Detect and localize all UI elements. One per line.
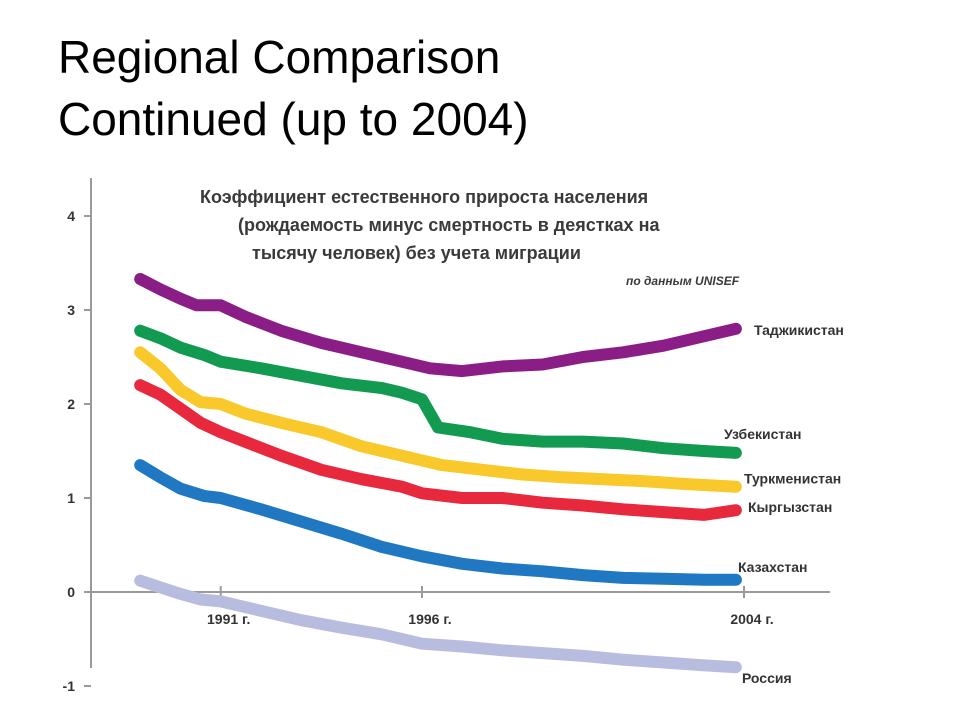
y-tick-label: 4 — [67, 208, 75, 224]
x-tick-label: 1996 г. — [408, 611, 451, 627]
slide-title: Regional Comparison Continued (up to 200… — [58, 26, 529, 150]
y-tick-label: 1 — [67, 490, 75, 506]
chart-title-line: Коэффициент естественного прироста насел… — [200, 187, 648, 207]
series-label: Узбекистан — [724, 426, 802, 442]
slide-title-line-2: Continued (up to 2004) — [58, 93, 529, 145]
series-line — [134, 273, 742, 378]
series-label: Россия — [742, 670, 792, 686]
series-line — [134, 379, 742, 521]
series-line — [134, 574, 742, 674]
chart-title-line: тысячу человек) без учета миграции — [252, 243, 581, 263]
series-label: Казахстан — [738, 559, 808, 575]
slide-title-line-1: Regional Comparison — [58, 31, 501, 83]
y-tick-label: -1 — [63, 678, 76, 694]
chart-title-line: (рождаемость минус смертность в деястках… — [238, 215, 660, 235]
x-tick-label: 2004 г. — [730, 611, 773, 627]
series-label: Кыргызстан — [748, 499, 832, 515]
series-label: Таджикистан — [754, 322, 844, 338]
x-tick-label: 1991 г. — [207, 611, 250, 627]
series-label: Туркменистан — [744, 471, 841, 487]
series-line — [134, 346, 742, 493]
y-tick-label: 2 — [67, 396, 75, 412]
y-tick-label: 0 — [67, 584, 75, 600]
chart-source-note: по данным UNISEF — [626, 274, 740, 288]
y-tick-label: 3 — [67, 302, 75, 318]
series-line — [134, 324, 742, 459]
series-line — [134, 459, 742, 586]
